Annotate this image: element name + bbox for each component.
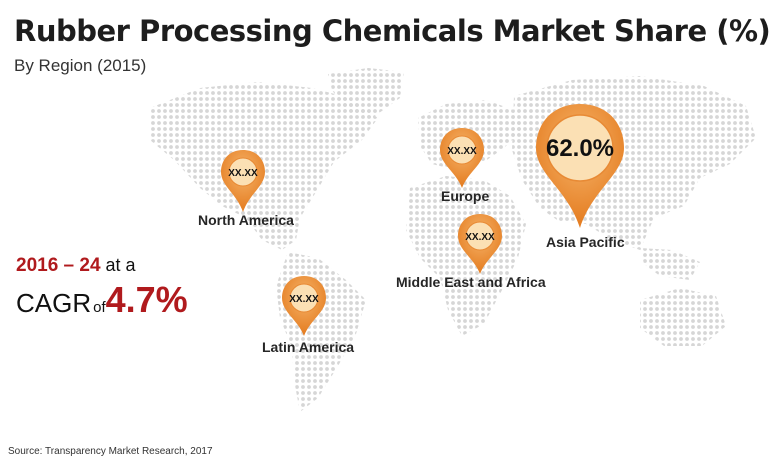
cagr-years: 2016 – 24	[16, 255, 101, 276]
continent-se-asia	[640, 248, 700, 280]
pin-north-america-value: XX.XX	[228, 168, 258, 179]
pin-north-america: XX.XX	[221, 150, 265, 212]
continent-africa	[406, 176, 526, 336]
source-note: Source: Transparency Market Research, 20…	[8, 446, 213, 457]
pin-middle-east-africa-value: XX.XX	[465, 232, 495, 243]
pin-asia-pacific: 62.0%	[536, 104, 624, 228]
pin-latin-america-value: XX.XX	[289, 294, 319, 305]
continent-australia	[640, 288, 726, 346]
label-europe: Europe	[441, 188, 490, 204]
label-middle-east-africa: Middle East and Africa	[396, 274, 546, 290]
pin-europe: XX.XX	[440, 128, 484, 188]
chart-subtitle: By Region (2015)	[14, 56, 147, 75]
cagr-callout: 2016 – 24 at a CAGR of4.7%	[16, 255, 188, 321]
pin-middle-east-africa: XX.XX	[458, 214, 502, 274]
chart-title: Rubber Processing Chemicals Market Share…	[14, 14, 771, 48]
label-latin-america: Latin America	[262, 339, 355, 355]
cagr-of: of	[93, 299, 106, 316]
pin-europe-value: XX.XX	[447, 146, 477, 157]
pin-asia-pacific-value: 62.0%	[546, 135, 614, 162]
cagr-label: CAGR	[16, 288, 92, 318]
continent-greenland	[328, 68, 404, 118]
continent-south-america	[276, 252, 366, 412]
label-asia-pacific: Asia Pacific	[546, 234, 625, 250]
cagr-value: 4.7%	[105, 279, 188, 320]
cagr-at-a: at a	[105, 255, 136, 275]
pin-latin-america: XX.XX	[282, 276, 326, 336]
label-north-america: North America	[198, 212, 294, 228]
